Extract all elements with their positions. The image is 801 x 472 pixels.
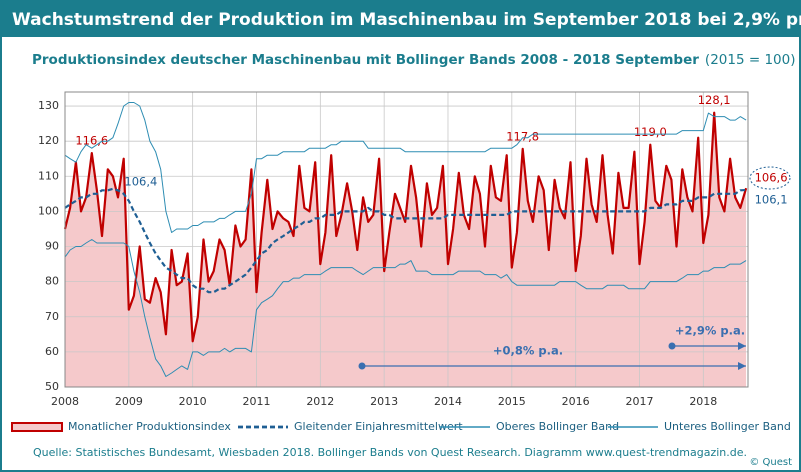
- value-label: 106,4: [124, 174, 157, 188]
- series-line: [64, 187, 747, 294]
- series-line: [63, 111, 748, 343]
- x-tick-label: 2008: [51, 395, 79, 408]
- x-tick-label: 2018: [689, 395, 717, 408]
- subtitle-note: (2015 = 100): [705, 52, 796, 68]
- legend-label: Gleitender Einjahresmittelwert: [294, 420, 463, 433]
- x-tick-label: 2014: [434, 395, 462, 408]
- x-tick-label: 2009: [115, 395, 143, 408]
- x-tick-label: 2011: [242, 395, 270, 408]
- y-tick-label: 90: [45, 240, 59, 253]
- x-tick-label: 2012: [306, 395, 334, 408]
- value-label: 119,0: [634, 125, 667, 139]
- subtitle-main: Produktionsindex deutscher Maschinenbau …: [32, 52, 699, 68]
- value-label: 106,6: [755, 171, 788, 185]
- y-tick-label: 100: [38, 204, 59, 217]
- trend-dot: [668, 342, 676, 350]
- value-label: 106,1: [755, 192, 788, 206]
- y-tick-label: 110: [38, 169, 59, 182]
- y-tick-label: 60: [45, 345, 59, 358]
- y-tick-label: 80: [45, 275, 59, 288]
- value-label: 116,6: [75, 134, 108, 148]
- plot: 116,6 117,8 119,0 128,1 106,6 106,4 106,1 50 60 7…: [38, 91, 788, 408]
- x-tick-label: 2017: [625, 395, 653, 408]
- trend-dot: [358, 362, 366, 370]
- x-tick-label: 2010: [179, 395, 207, 408]
- y-tick-label: 130: [38, 99, 59, 112]
- series-line: [64, 239, 747, 377]
- arrow-head: [738, 342, 746, 350]
- annotation: +0,8% p.a.: [493, 344, 563, 358]
- header: [1, 1, 800, 37]
- copyright: © Quest: [749, 457, 792, 468]
- legend: Monatlicher Produktionsindex Gleitender E…: [11, 420, 791, 433]
- y-tick-label: 50: [45, 380, 59, 393]
- series-line: [64, 102, 747, 233]
- legend-label: Monatlicher Produktionsindex: [68, 420, 231, 433]
- highlight: [749, 166, 791, 190]
- value-label: 128,1: [698, 93, 731, 107]
- legend-swatch: [11, 422, 63, 432]
- chart-title: Wachstumstrend der Produktion im Maschin…: [12, 10, 801, 30]
- arrow-head: [738, 362, 746, 370]
- x-tick-label: 2015: [498, 395, 526, 408]
- annotation: +2,9% p.a.: [675, 324, 745, 338]
- x-tick-label: 2013: [370, 395, 398, 408]
- legend-label: Unteres Bollinger Band: [664, 420, 791, 433]
- legend-label: Oberes Bollinger Band: [496, 420, 619, 433]
- y-tick-label: 120: [38, 134, 59, 147]
- source: Quelle: Statistisches Bundesamt, Wiesbad…: [33, 446, 747, 459]
- x-tick-label: 2016: [562, 395, 590, 408]
- value-label: 117,8: [506, 129, 539, 143]
- subtitle: Produktionsindex deutscher Maschinenbau …: [32, 52, 795, 68]
- plot-border: [64, 91, 749, 388]
- y-tick-label: 70: [45, 310, 59, 323]
